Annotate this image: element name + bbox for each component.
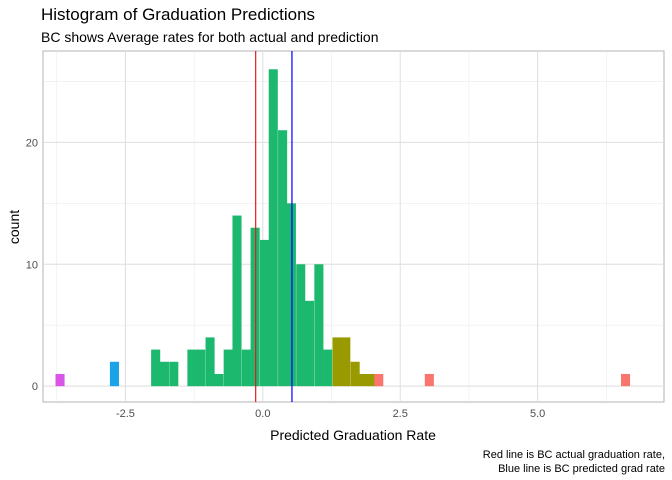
histogram-bar — [223, 349, 233, 387]
histogram-bar — [278, 130, 288, 387]
histogram-bar — [323, 349, 333, 387]
y-tick-label: 0 — [32, 381, 38, 393]
histogram-bar — [187, 349, 197, 387]
histogram-bar — [241, 349, 251, 387]
histogram-bar — [424, 373, 434, 387]
histogram-bar — [196, 349, 206, 387]
histogram-bar — [151, 349, 161, 387]
plot-panel — [42, 50, 665, 403]
histogram-bar — [341, 337, 351, 387]
caption-line-2: Blue line is BC predicted grad rate — [498, 463, 665, 475]
histogram-bar — [205, 337, 215, 387]
histogram-bar — [374, 373, 384, 387]
x-axis-label: Predicted Graduation Rate — [270, 427, 436, 440]
y-axis-label: count — [6, 210, 22, 244]
x-tick-label: 5.0 — [530, 408, 545, 420]
histogram-bar — [169, 361, 179, 387]
histogram-bar — [314, 264, 324, 387]
histogram-bar — [620, 373, 631, 387]
histogram-bar — [359, 373, 369, 387]
y-tick-label: 10 — [26, 259, 38, 271]
histogram-bar — [296, 264, 306, 387]
histogram-chart: -2.5 0.0 2.5 5.0 0 10 20 Predicted Graduation … — [6, 50, 665, 440]
histogram-bar — [159, 361, 169, 387]
caption-line-1: Red line is BC actual graduation rate, — [482, 449, 665, 461]
x-tick-label: 0.0 — [255, 408, 270, 420]
x-tick-label: -2.5 — [116, 408, 135, 420]
y-tick-label: 20 — [26, 137, 38, 149]
histogram-bar — [350, 361, 360, 387]
chart-caption: Red line is BC actual graduation rate, B… — [483, 448, 665, 476]
histogram-bar — [332, 337, 342, 387]
histogram-bar — [55, 373, 65, 387]
reference-lines — [255, 51, 293, 402]
histogram-bar — [368, 373, 378, 387]
histogram-bar — [268, 69, 278, 387]
histogram-bar — [305, 300, 315, 387]
histogram-bar — [109, 361, 119, 387]
grid-lines — [43, 51, 664, 402]
axis-ticks: -2.5 0.0 2.5 5.0 0 10 20 — [26, 137, 546, 420]
histogram-bar — [214, 373, 224, 387]
x-tick-label: 2.5 — [393, 408, 408, 420]
histogram-bar — [232, 215, 242, 387]
chart-subtitle: BC shows Average rates for both actual a… — [41, 29, 379, 45]
histogram-bar — [259, 239, 270, 387]
chart-title: Histogram of Graduation Predictions — [41, 5, 316, 24]
